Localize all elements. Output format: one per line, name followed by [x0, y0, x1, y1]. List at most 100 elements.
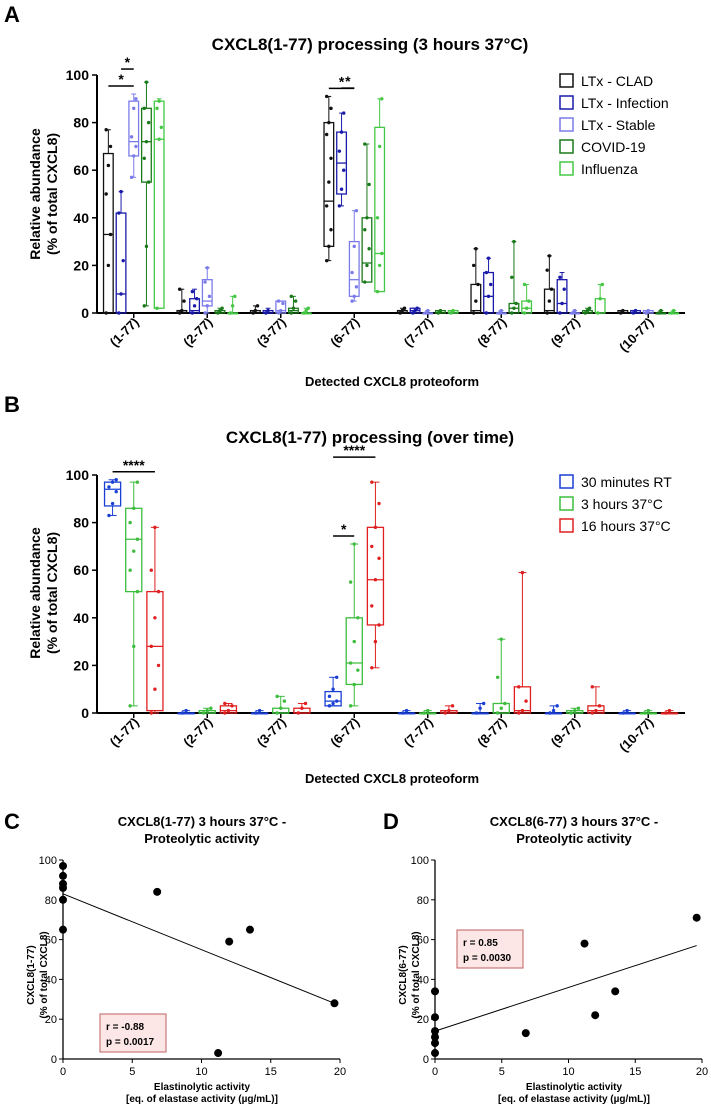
- data-point: [157, 99, 161, 103]
- data-point: [108, 232, 113, 237]
- panel-b-ylabel-line1: Relative abundance: [27, 527, 43, 659]
- data-point: [266, 308, 270, 313]
- data-point: [497, 311, 501, 315]
- data-point: [404, 708, 409, 713]
- panel-b-marks: [103, 478, 679, 715]
- significance-label: ****: [343, 442, 365, 458]
- data-point: [512, 239, 516, 244]
- data-point: [377, 144, 382, 149]
- x-tick-label: 10: [562, 1066, 574, 1078]
- scatter-point: [521, 1029, 530, 1038]
- data-point: [223, 701, 227, 706]
- y-tick-label: 100: [39, 855, 57, 867]
- data-point: [669, 311, 674, 315]
- data-point: [192, 304, 197, 308]
- x-tick-label: (6-77): [327, 315, 362, 350]
- data-point: [598, 297, 602, 301]
- scatter-point: [330, 999, 339, 1008]
- panel-c-title-line2: Proteolytic activity: [144, 831, 260, 846]
- y-tick-label: 20: [73, 257, 89, 273]
- x-tick-label: 15: [265, 1066, 277, 1078]
- data-point: [195, 297, 199, 301]
- data-point: [182, 299, 186, 303]
- data-point: [329, 228, 333, 232]
- data-point: [597, 704, 602, 708]
- box-4-0: [153, 100, 165, 309]
- data-point: [352, 682, 356, 687]
- data-point: [251, 311, 255, 315]
- box-1-1: [189, 298, 201, 314]
- y-tick-label: 20: [73, 657, 89, 673]
- data-point: [438, 308, 443, 313]
- data-point: [218, 308, 222, 313]
- data-point: [370, 544, 374, 549]
- data-point: [514, 301, 518, 306]
- legend-swatch: [559, 518, 574, 533]
- data-point: [329, 106, 333, 111]
- panel-d-stat-r: r = 0.85: [463, 938, 498, 949]
- data-point: [657, 311, 661, 315]
- data-point: [356, 668, 360, 672]
- data-point: [517, 685, 521, 689]
- data-point: [184, 708, 188, 713]
- x-tick-label: (9-77): [548, 715, 583, 750]
- panel-b-legend: 30 minutes RT 3 hours 37°C 16 hours 37°C: [559, 474, 672, 534]
- data-point: [449, 311, 453, 315]
- data-point: [264, 311, 268, 315]
- data-point: [134, 97, 138, 101]
- data-point: [339, 130, 344, 134]
- data-point: [363, 228, 367, 232]
- data-point: [520, 708, 525, 713]
- data-point: [380, 251, 384, 256]
- data-point: [447, 708, 451, 713]
- x-tick-label: (1-77): [107, 715, 142, 750]
- data-point: [499, 637, 503, 641]
- data-point: [522, 282, 527, 287]
- data-point: [377, 501, 381, 506]
- data-point: [474, 711, 479, 715]
- data-point: [576, 706, 581, 710]
- data-point: [106, 263, 111, 268]
- data-point: [275, 711, 279, 715]
- data-point: [134, 144, 138, 149]
- data-point: [422, 711, 426, 715]
- legend-swatch: [559, 73, 574, 88]
- regression-line: [62, 893, 335, 1004]
- data-point: [350, 270, 354, 275]
- data-point: [142, 106, 146, 111]
- box-0-3: [323, 121, 335, 248]
- y-tick-label: 0: [81, 705, 89, 721]
- data-point: [401, 711, 405, 715]
- data-point: [324, 204, 329, 208]
- data-point: [348, 704, 353, 708]
- data-point: [144, 139, 149, 144]
- data-point: [159, 125, 164, 130]
- data-point: [373, 639, 378, 644]
- box-2-3: [348, 240, 360, 297]
- data-point: [132, 154, 136, 158]
- data-point: [220, 306, 224, 310]
- x-tick-label: (8-77): [474, 315, 509, 350]
- panel-b-letter: B: [4, 392, 20, 417]
- panel-b-y-ticks: 0 20 40 60 80 100: [66, 467, 685, 721]
- box-1-6: [556, 279, 568, 314]
- data-point: [327, 120, 331, 125]
- panel-c-xlabel-line1: Elastinolytic activity: [154, 1082, 251, 1093]
- panel-a-ylabel-line1: Relative abundance: [27, 128, 43, 260]
- data-point: [618, 311, 623, 315]
- y-tick-label: 100: [411, 855, 429, 867]
- data-point: [329, 156, 333, 160]
- y-tick-label: 0: [423, 1054, 429, 1066]
- data-point: [474, 247, 478, 251]
- data-point: [367, 247, 371, 251]
- data-point: [423, 311, 428, 315]
- data-point: [149, 711, 153, 715]
- data-point: [276, 299, 281, 303]
- data-point: [327, 694, 332, 699]
- scatter-point: [59, 871, 67, 880]
- data-point: [104, 311, 108, 315]
- significance-label: *: [341, 521, 347, 537]
- data-point: [413, 308, 417, 313]
- data-point: [596, 311, 600, 315]
